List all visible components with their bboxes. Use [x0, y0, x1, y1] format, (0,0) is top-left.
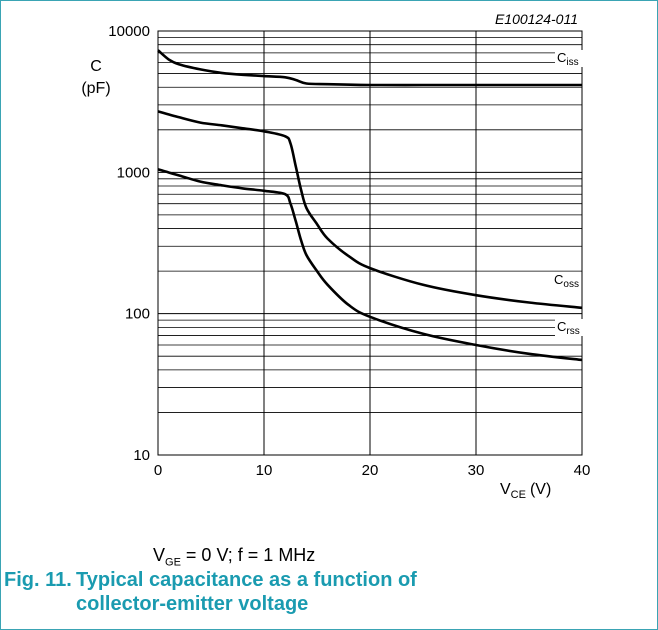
caption-line-2: collector-emitter voltage [76, 593, 309, 615]
cond-v: V [153, 545, 166, 565]
series-label-bg [555, 319, 583, 336]
figure-caption: Fig. 11. Typical capacitance as a functio… [4, 568, 417, 616]
series-label-iss: Ciss [557, 50, 579, 68]
y-axis-symbol: C [90, 58, 102, 75]
x-tick-label: 20 [362, 462, 379, 479]
series-label-bg [552, 272, 580, 289]
y-tick-labels: 10 100 1000 10000 [108, 23, 150, 464]
y-axis-unit: (pF) [81, 80, 110, 97]
y-tick-label: 100 [125, 306, 150, 323]
cond-rest: = 0 V; f = 1 MHz [180, 545, 316, 565]
figure-number: Fig. 11. [4, 569, 72, 591]
x-tick-label: 0 [154, 462, 162, 479]
grid [157, 31, 583, 456]
x-axis-label: VCE (V) [500, 481, 551, 501]
x-tick-labels: 0 10 20 30 40 [154, 462, 591, 479]
series-label-rss: Crss [557, 319, 580, 337]
series-line-iss [157, 49, 582, 87]
x-tick-label: 10 [256, 462, 273, 479]
cond-v-sub: GE [165, 556, 181, 569]
y-tick-label: 1000 [117, 164, 150, 181]
caption-line-1: Typical capacitance as a function of [76, 569, 417, 591]
series-labels: Ciss Coss Crss [552, 50, 583, 337]
y-tick-label: 10 [133, 447, 150, 464]
series-line-oss [157, 110, 583, 310]
x-tick-label: 40 [574, 462, 591, 479]
curves [157, 49, 583, 362]
test-conditions: VGE = 0 V; f = 1 MHz [153, 545, 315, 569]
figure-code: E100124-011 [495, 11, 578, 27]
series-label-oss: Coss [554, 272, 579, 290]
x-axis-symbol: V [500, 481, 511, 498]
series-line-rss [157, 168, 583, 362]
series-label-bg [555, 50, 583, 67]
x-axis-unit: (V) [530, 481, 551, 498]
y-tick-label: 10000 [108, 23, 150, 40]
plot-border [157, 30, 583, 456]
x-tick-label: 30 [468, 462, 485, 479]
x-axis-sub: CE [511, 489, 526, 501]
